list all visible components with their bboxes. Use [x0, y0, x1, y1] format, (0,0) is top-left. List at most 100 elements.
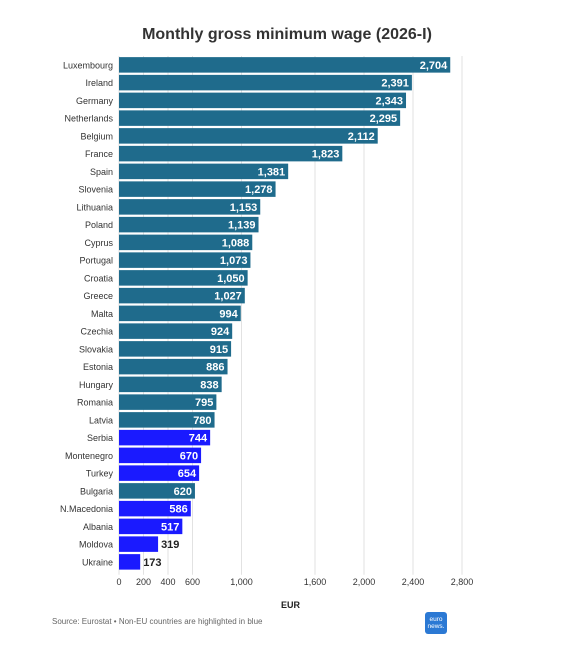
data-label: 2,112: [348, 131, 375, 143]
data-label: 654: [178, 468, 197, 480]
bar: [119, 358, 228, 375]
x-tick-label: 1,000: [230, 577, 253, 587]
data-label: 1,088: [222, 237, 250, 249]
data-label: 1,381: [258, 166, 286, 178]
bar: [119, 110, 401, 126]
category-label: Greece: [83, 291, 113, 301]
category-label: France: [85, 149, 113, 159]
category-label: Moldova: [79, 540, 113, 550]
category-label: Serbia: [87, 433, 113, 443]
bar: [119, 554, 141, 570]
bar: [119, 305, 241, 322]
data-label: 2,295: [370, 113, 398, 125]
data-label: 994: [219, 308, 238, 320]
category-label: Montenegro: [65, 451, 113, 461]
data-label: 319: [161, 539, 179, 551]
bar: [119, 429, 211, 446]
x-tick-label: 2,800: [451, 577, 474, 587]
category-label: Netherlands: [64, 114, 113, 124]
data-label: 1,027: [214, 291, 242, 303]
data-label: 1,073: [220, 255, 248, 267]
data-label: 1,153: [230, 202, 258, 214]
category-label: Ireland: [85, 78, 113, 88]
data-label: 517: [161, 521, 179, 533]
bar: [119, 287, 245, 304]
bar: [119, 128, 378, 144]
x-tick-label: 200: [136, 577, 151, 587]
x-tick-label: 2,000: [353, 577, 376, 587]
euronews-logo: euro news.: [425, 612, 447, 634]
data-label: 2,704: [420, 60, 448, 72]
data-label: 1,823: [312, 149, 340, 161]
category-label: Cyprus: [84, 238, 113, 248]
bar: [119, 394, 217, 410]
data-label: 2,391: [381, 78, 409, 90]
x-tick-label: 2,400: [402, 577, 425, 587]
category-label: Latvia: [89, 415, 113, 425]
bar: [119, 447, 202, 464]
data-label: 838: [200, 379, 218, 391]
bar: [119, 536, 159, 552]
category-label: Malta: [91, 309, 113, 319]
data-label: 915: [210, 344, 228, 356]
x-axis-label: EUR: [281, 600, 301, 610]
x-tick-label: 600: [185, 577, 200, 587]
data-label: 886: [206, 362, 224, 374]
category-label: Croatia: [84, 273, 113, 283]
data-label: 1,278: [245, 184, 273, 196]
category-label: Belgium: [80, 131, 113, 141]
data-label: 1,139: [228, 220, 256, 232]
category-label: Germany: [76, 96, 114, 106]
chart-title: Monthly gross minimum wage (2026-I): [142, 26, 432, 43]
category-label: Lithuania: [76, 202, 113, 212]
bar: [119, 74, 412, 91]
bar: [119, 518, 183, 535]
x-tick-label: 400: [160, 577, 175, 587]
category-label: Luxembourg: [63, 60, 113, 70]
bar: [119, 181, 276, 197]
category-label: Hungary: [79, 380, 114, 390]
bar: [119, 163, 289, 180]
category-label: N.Macedonia: [60, 504, 113, 514]
category-label: Spain: [90, 167, 113, 177]
data-label: 2,343: [375, 95, 403, 107]
bar: [119, 500, 191, 517]
bar: [119, 199, 261, 215]
bar: [119, 465, 200, 481]
data-label: 620: [174, 486, 192, 498]
category-label: Poland: [85, 220, 113, 230]
bar: [119, 145, 343, 162]
category-label: Portugal: [79, 256, 113, 266]
bar: [119, 376, 222, 393]
data-label: 670: [180, 450, 198, 462]
bar: [119, 92, 407, 109]
bar: [119, 216, 259, 233]
category-label: Bulgaria: [80, 486, 113, 496]
data-label: 795: [195, 397, 213, 409]
x-tick-label: 1,600: [304, 577, 327, 587]
bar: [119, 57, 451, 73]
category-label: Estonia: [83, 362, 113, 372]
category-label: Slovakia: [79, 344, 113, 354]
data-label: 744: [189, 433, 208, 445]
bar: [119, 323, 233, 339]
category-label: Ukraine: [82, 557, 113, 567]
bar: [119, 412, 215, 428]
bar: [119, 270, 248, 286]
category-label: Slovenia: [78, 185, 113, 195]
category-label: Romania: [77, 398, 113, 408]
category-label: Albania: [83, 522, 113, 532]
bar: [119, 234, 253, 251]
x-tick-label: 0: [116, 577, 121, 587]
data-label: 173: [143, 557, 161, 569]
data-label: 924: [211, 326, 230, 338]
bar: [119, 483, 195, 499]
bar: [119, 252, 251, 268]
bar: [119, 341, 232, 357]
category-label: Czechia: [80, 327, 113, 337]
data-label: 1,050: [217, 273, 245, 285]
data-label: 780: [193, 415, 211, 427]
source-note: Source: Eurostat • Non-EU countries are …: [52, 617, 263, 626]
category-label: Turkey: [86, 469, 114, 479]
